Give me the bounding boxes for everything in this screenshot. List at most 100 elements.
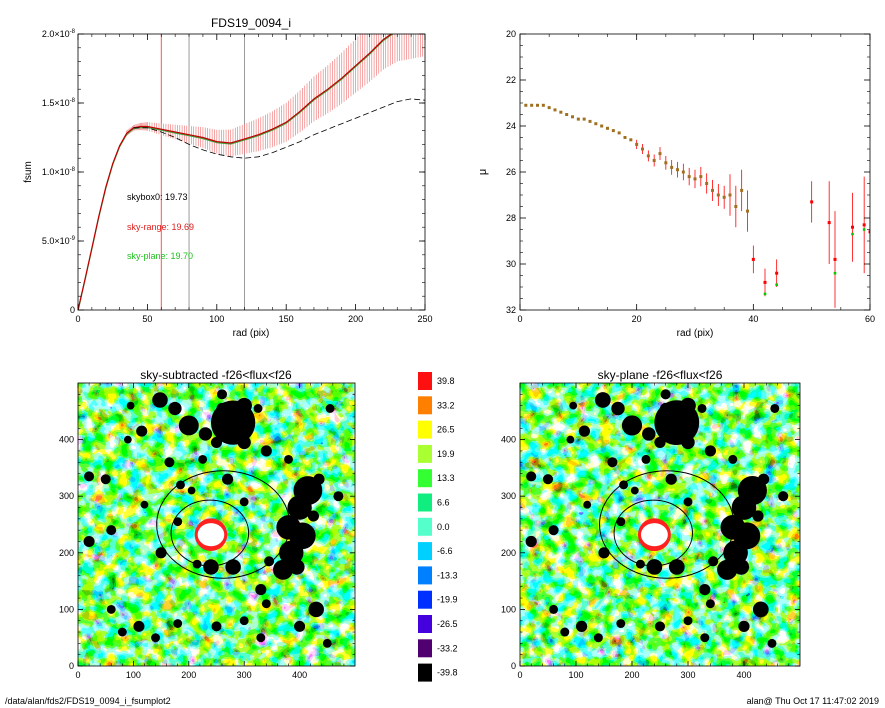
mu-data-point xyxy=(851,225,854,229)
mu-data-point xyxy=(524,103,528,107)
star-mask xyxy=(770,403,780,413)
mu-data-point xyxy=(617,131,621,135)
star-mask xyxy=(723,540,748,566)
image1-y-tick-label: 400 xyxy=(59,435,74,445)
mu-data-point xyxy=(775,271,779,275)
mu-data-point xyxy=(728,193,732,197)
colorbar-label: -19.9 xyxy=(437,595,458,605)
star-mask xyxy=(654,621,666,632)
star-mask xyxy=(307,510,319,522)
image2-x-tick-label: 0 xyxy=(517,670,522,680)
star-mask xyxy=(279,540,304,565)
star-mask xyxy=(83,535,95,548)
star-mask xyxy=(168,401,182,416)
mu-data-point xyxy=(641,147,644,151)
star-mask xyxy=(619,480,629,490)
star-mask xyxy=(697,403,707,413)
mu-data-point xyxy=(746,209,749,213)
star-mask xyxy=(211,621,222,632)
image2-x-tick-label: 400 xyxy=(736,670,751,680)
star-mask xyxy=(560,627,570,637)
mu-data-point xyxy=(711,188,714,192)
fsum-x-tick-label: 200 xyxy=(348,314,363,324)
colorbar-label: -33.2 xyxy=(437,643,458,653)
mu-data-point xyxy=(670,165,674,169)
mu-y-tick-label: 26 xyxy=(506,167,516,177)
mu-data-point xyxy=(705,182,709,185)
footer-file-path: /data/alan/fds2/FDS19_0094_i_fsumplot2 xyxy=(5,696,171,706)
star-mask xyxy=(136,425,148,437)
star-mask xyxy=(708,556,719,567)
mu-data-point xyxy=(588,119,592,123)
sky-plane-title: sky-plane -f26<flux<f26 xyxy=(598,368,723,382)
image2-x-tick-label: 300 xyxy=(680,670,695,680)
mu-data-point xyxy=(810,200,814,204)
star-mask xyxy=(176,480,185,490)
image2-x-tick-label: 200 xyxy=(624,670,639,680)
fsum-sky-range-line xyxy=(78,34,393,310)
mu-data-point xyxy=(530,103,534,107)
image2-y-tick-label: 100 xyxy=(501,604,516,614)
colorbar-label: 13.3 xyxy=(437,473,455,483)
image1-y-tick-label: 100 xyxy=(59,604,74,614)
mu-data-point xyxy=(699,175,703,179)
mu-data-point xyxy=(681,170,685,174)
mu-y-tick-label: 30 xyxy=(506,259,516,269)
mu-x-tick-label: 40 xyxy=(748,314,758,324)
aperture-ellipse-0 xyxy=(170,499,250,567)
star-mask xyxy=(210,436,223,448)
star-mask xyxy=(253,404,263,413)
star-mask xyxy=(642,427,656,441)
mu-y-tick-label: 24 xyxy=(506,121,516,131)
star-mask xyxy=(731,495,757,520)
fsum-y-tick-label: 5.0×10-9 xyxy=(42,236,76,246)
image2-y-tick-label: 300 xyxy=(501,491,516,501)
fsum-x-tick-label: 100 xyxy=(209,314,224,324)
mu-data-point xyxy=(693,177,697,181)
star-mask xyxy=(549,604,559,614)
colorbar-label: 6.6 xyxy=(437,498,450,508)
mu-data-point xyxy=(594,122,598,126)
mu-y-tick-label: 22 xyxy=(506,75,516,85)
colorbar-swatch xyxy=(418,372,432,390)
colorbar-swatch xyxy=(418,639,432,658)
colorbar-swatch xyxy=(418,444,432,463)
star-mask xyxy=(164,457,175,468)
colorbar-swatch xyxy=(418,542,432,561)
star-mask xyxy=(646,559,663,575)
mu-data-point xyxy=(652,159,656,162)
colorbar-swatch xyxy=(418,517,432,536)
colorbar-label: 19.9 xyxy=(437,449,455,459)
star-mask xyxy=(178,415,199,436)
mu-data-point xyxy=(658,152,662,156)
aperture-ellipse-1 xyxy=(156,470,291,579)
image1-x-tick-label: 300 xyxy=(237,670,252,680)
star-mask xyxy=(322,638,332,648)
mu-data-point xyxy=(606,126,609,130)
image2-y-tick-label: 0 xyxy=(511,661,516,671)
fsum-sky-plane-line xyxy=(78,34,394,310)
mu-data-point xyxy=(722,195,726,199)
mu-data-point xyxy=(763,280,767,284)
star-mask xyxy=(611,401,625,416)
fsum-y-tick-label: 1.5×10-8 xyxy=(42,98,76,108)
star-mask xyxy=(187,486,196,495)
star-mask xyxy=(256,633,266,643)
annotation-sky-plane: sky-plane: 19.70 xyxy=(127,251,193,261)
colorbar-swatch xyxy=(418,396,432,415)
star-mask xyxy=(261,599,271,609)
star-mask xyxy=(198,427,213,441)
footer-user-timestamp: alan@ Thu Oct 17 11:47:02 2019 xyxy=(746,696,879,706)
fsum-plot-frame xyxy=(77,33,426,311)
colorbar-label: -13.3 xyxy=(437,570,458,580)
star-mask xyxy=(198,454,208,464)
mu-data-point xyxy=(559,110,563,114)
star-mask xyxy=(217,389,228,400)
star-mask xyxy=(641,454,651,464)
star-mask xyxy=(683,497,693,507)
star-mask xyxy=(284,454,293,464)
fsum-y-tick-label: 1.0×10-8 xyxy=(42,167,76,177)
mu-data-point xyxy=(582,117,586,121)
star-mask xyxy=(173,619,183,628)
